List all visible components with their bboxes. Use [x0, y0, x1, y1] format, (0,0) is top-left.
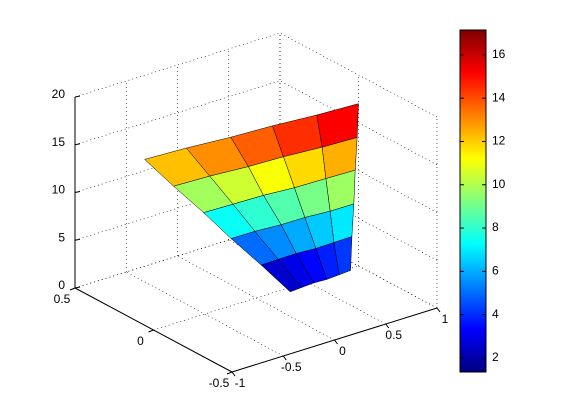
colorbar-tick-label: 4: [492, 307, 499, 321]
y-tick-label: 0: [137, 334, 144, 348]
surface-face: [260, 259, 302, 293]
x-tick: [385, 323, 390, 329]
x-tick: [436, 307, 441, 313]
z-tick-label: 0: [58, 278, 65, 292]
x-tick-label: 1: [442, 312, 449, 326]
colorbar-tick-label: 2: [492, 350, 499, 364]
colorbar-tick-label: 16: [492, 47, 506, 61]
x-tick: [231, 371, 236, 377]
y-tick: [226, 371, 233, 375]
x-tick: [282, 355, 287, 361]
grid-line: [279, 32, 438, 118]
z-tick: [74, 143, 81, 146]
colorbar-tick-label: 8: [492, 220, 499, 234]
x-tick-label: 0.5: [385, 328, 402, 342]
y-tick-label: 0.5: [54, 292, 71, 306]
y-tick: [148, 329, 154, 333]
x-tick-label: -1: [235, 376, 246, 390]
colorbar-tick-label: 10: [492, 177, 506, 191]
grid-line: [279, 80, 438, 166]
grid-line: [177, 255, 335, 341]
colorbar-tick-label: 6: [492, 264, 499, 278]
y-tick-label: -0.5: [209, 376, 230, 390]
colorbar: [459, 29, 487, 373]
z-tick-label: 5: [58, 230, 65, 244]
x-tick-label: -0.5: [281, 360, 302, 374]
z-tick: [74, 95, 81, 98]
z-tick-label: 20: [52, 87, 66, 101]
grid-line: [126, 271, 284, 357]
z-tick: [74, 286, 81, 289]
colorbar-tick-label: 12: [492, 134, 506, 148]
z-tick-label: 10: [52, 183, 66, 197]
y-tick: [69, 287, 76, 291]
z-tick: [74, 238, 81, 241]
z-tick-label: 15: [52, 135, 66, 149]
x-tick-label: 0: [339, 344, 346, 358]
z-tick: [74, 191, 81, 193]
colorbar-tick-label: 14: [492, 90, 506, 104]
x-tick: [334, 339, 338, 345]
